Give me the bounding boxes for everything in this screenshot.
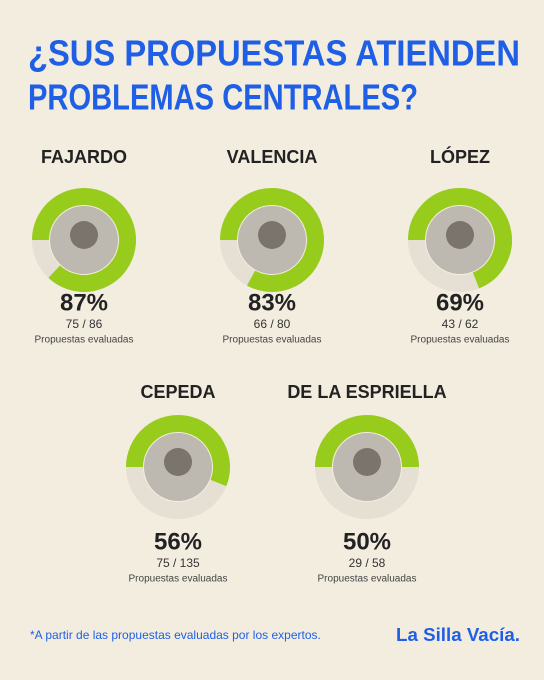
caption: Propuestas evaluadas bbox=[129, 574, 228, 585]
count-label: 75 / 135 bbox=[156, 556, 200, 570]
candidate-name: FAJARDO bbox=[41, 147, 127, 167]
photo-head bbox=[164, 448, 192, 476]
caption: Propuestas evaluadas bbox=[223, 335, 322, 346]
donut-arc bbox=[220, 188, 324, 292]
count-label: 66 / 80 bbox=[254, 317, 291, 331]
percent-label: 56% bbox=[154, 528, 202, 555]
donut-arc bbox=[126, 415, 230, 487]
count-label: 75 / 86 bbox=[66, 317, 103, 331]
candidate-name: CEPEDA bbox=[140, 382, 215, 402]
donut-arc bbox=[408, 188, 512, 289]
title-line: ¿SUS PROPUESTAS ATIENDEN bbox=[28, 33, 520, 74]
count-label: 43 / 62 bbox=[442, 317, 479, 331]
photo-head bbox=[258, 221, 286, 249]
percent-label: 83% bbox=[248, 289, 296, 316]
percent-label: 87% bbox=[60, 289, 108, 316]
photo-head bbox=[70, 221, 98, 249]
donut-arc bbox=[315, 415, 419, 468]
caption: Propuestas evaluadas bbox=[35, 335, 134, 346]
title-line: PROBLEMAS CENTRALES? bbox=[28, 77, 418, 118]
count-label: 29 / 58 bbox=[349, 556, 386, 570]
photo-head bbox=[353, 448, 381, 476]
logo: La Silla Vacía. bbox=[396, 625, 520, 645]
candidate-name: LÓPEZ bbox=[430, 146, 490, 167]
caption: Propuestas evaluadas bbox=[318, 574, 417, 585]
caption: Propuestas evaluadas bbox=[411, 335, 510, 346]
percent-label: 69% bbox=[436, 289, 484, 316]
candidate-name: DE LA ESPRIELLA bbox=[287, 382, 446, 402]
percent-label: 50% bbox=[343, 528, 391, 555]
footnote: *A partir de las propuestas evaluadas po… bbox=[30, 628, 321, 642]
donut-arc bbox=[32, 188, 136, 292]
candidate-name: VALENCIA bbox=[227, 147, 318, 167]
photo-head bbox=[446, 221, 474, 249]
